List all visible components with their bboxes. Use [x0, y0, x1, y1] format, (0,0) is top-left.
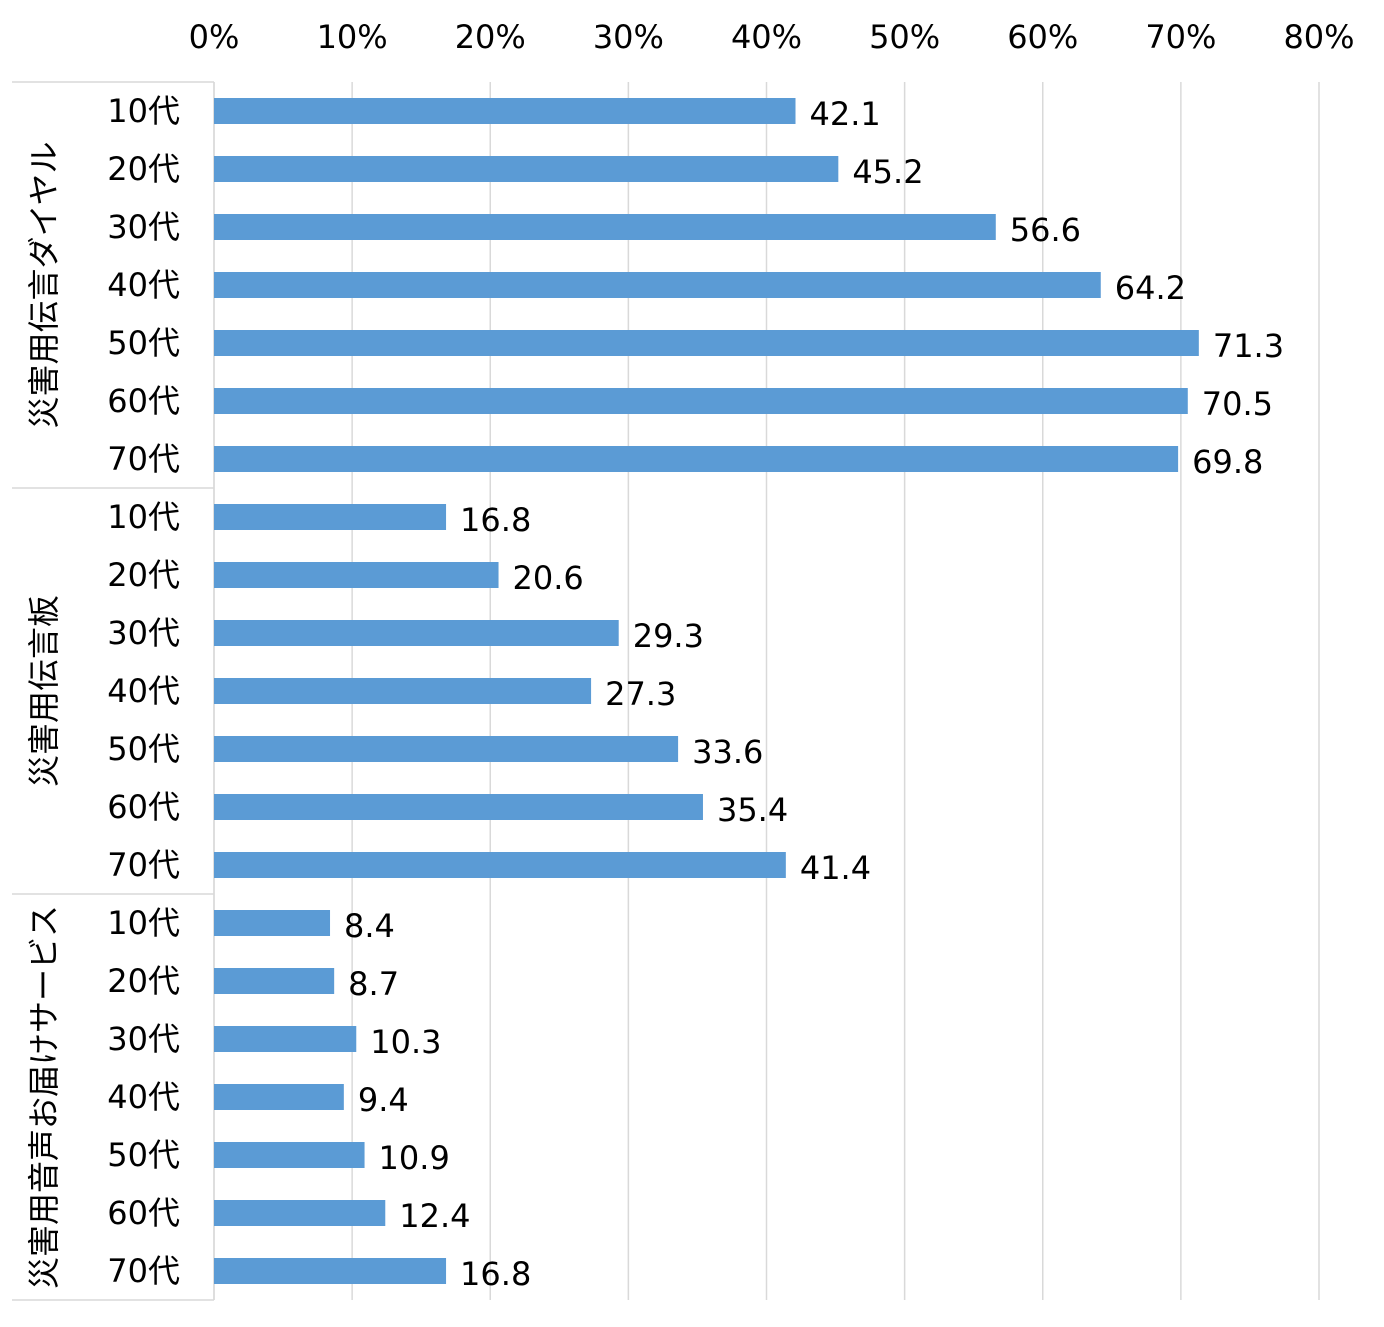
bar: [214, 910, 331, 936]
group-label: 災害用伝言板: [25, 595, 63, 787]
category-labels: 10代 20代 30代 40代 50代 60代 70代 10代 20代 30代 40代 50代 60代 7…: [107, 92, 180, 1290]
bar: [214, 1200, 386, 1226]
category-label: 70代: [107, 846, 180, 884]
bar: [214, 330, 1199, 356]
data-label: 41.4: [800, 849, 871, 887]
data-label: 16.8: [460, 501, 531, 539]
x-tick-label: 10%: [317, 18, 388, 56]
x-tick-label: 40%: [731, 18, 802, 56]
bar: [214, 1084, 344, 1110]
data-label: 27.3: [605, 675, 676, 713]
data-label: 35.4: [717, 791, 788, 829]
data-label: 10.9: [379, 1139, 450, 1177]
bar: [214, 446, 1179, 472]
category-label: 20代: [107, 556, 180, 594]
bar: [214, 620, 619, 646]
data-label: 69.8: [1192, 443, 1263, 481]
x-axis-tick-labels: 0% 10% 20% 30% 40% 50% 60% 70% 80%: [189, 18, 1355, 56]
category-label: 40代: [107, 1078, 180, 1116]
data-label: 8.7: [348, 965, 399, 1003]
category-label: 50代: [107, 324, 180, 362]
group-label: 災害用音声お届けサービス: [25, 905, 63, 1289]
bar: [214, 214, 996, 240]
category-label: 20代: [107, 962, 180, 1000]
category-label: 10代: [107, 904, 180, 942]
category-label: 50代: [107, 730, 180, 768]
value-labels: 42.1 45.2 56.6 64.2 71.3 70.5 69.8 16.8 20.6 29.3…: [344, 95, 1284, 1293]
bar: [214, 98, 796, 124]
data-label: 42.1: [810, 95, 881, 133]
category-label: 20代: [107, 150, 180, 188]
category-label: 70代: [107, 1252, 180, 1290]
bar: [214, 968, 335, 994]
category-label: 70代: [107, 440, 180, 478]
x-tick-label: 30%: [593, 18, 664, 56]
bar: [214, 388, 1188, 414]
data-label: 64.2: [1115, 269, 1186, 307]
bar: [214, 794, 703, 820]
x-tick-label: 80%: [1283, 18, 1354, 56]
category-label: 60代: [107, 382, 180, 420]
x-tick-label: 20%: [455, 18, 526, 56]
data-label: 71.3: [1213, 327, 1284, 365]
category-label: 50代: [107, 1136, 180, 1174]
data-label: 8.4: [344, 907, 395, 945]
bar: [214, 1258, 447, 1284]
category-label: 10代: [107, 92, 180, 130]
data-label: 20.6: [513, 559, 584, 597]
bar: [214, 1142, 365, 1168]
category-label: 60代: [107, 1194, 180, 1232]
category-label: 30代: [107, 208, 180, 246]
data-label: 29.3: [633, 617, 704, 655]
category-label: 40代: [107, 266, 180, 304]
data-label: 70.5: [1202, 385, 1273, 423]
category-label: 60代: [107, 788, 180, 826]
bar: [214, 504, 447, 530]
group-label: 災害用伝言ダイヤル: [25, 141, 63, 428]
x-tick-label: 0%: [189, 18, 240, 56]
x-tick-label: 70%: [1145, 18, 1216, 56]
bar: [214, 852, 786, 878]
x-tick-label: 50%: [869, 18, 940, 56]
category-label: 10代: [107, 498, 180, 536]
category-label: 40代: [107, 672, 180, 710]
data-label: 10.3: [370, 1023, 441, 1061]
bar: [214, 736, 679, 762]
category-label: 30代: [107, 1020, 180, 1058]
data-label: 12.4: [399, 1197, 470, 1235]
bar: [214, 1026, 357, 1052]
data-label: 56.6: [1010, 211, 1081, 249]
data-label: 33.6: [692, 733, 763, 771]
x-tick-label: 60%: [1007, 18, 1078, 56]
bar: [214, 562, 499, 588]
bar: [214, 272, 1101, 298]
bars: [214, 98, 1199, 1284]
data-label: 45.2: [852, 153, 923, 191]
category-label: 30代: [107, 614, 180, 652]
data-label: 9.4: [358, 1081, 409, 1119]
bar: [214, 678, 592, 704]
bar: [214, 156, 839, 182]
data-label: 16.8: [460, 1255, 531, 1293]
